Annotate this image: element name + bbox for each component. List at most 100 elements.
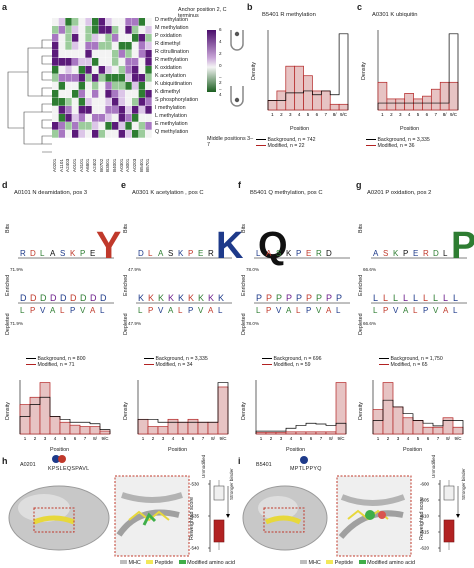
x-tick-label: 2 (390, 112, 393, 117)
legend-background: Background, n = 742 (256, 137, 315, 143)
logo-letter: K (178, 249, 184, 258)
panel-i-structure-legend: MHC Peptide Modified amino acid (300, 560, 415, 566)
panel-i-zoom-structure (336, 475, 412, 557)
x-tick-label: 5 (182, 436, 185, 441)
heatmap-cell (92, 26, 99, 34)
enriched-label: Enriched (123, 274, 129, 296)
heatmap-cell (72, 34, 79, 42)
heatmap-cell (78, 58, 86, 66)
logo-letter: A (158, 249, 164, 258)
enriched-letter: K (148, 293, 154, 303)
enriched-letter: D (20, 293, 27, 303)
enriched-letter: K (218, 293, 224, 303)
heatmap-cell (118, 74, 126, 82)
modified-bar (187, 418, 199, 435)
modified-bar (29, 396, 41, 435)
x-tick-label: 1 (260, 436, 263, 441)
heatmap-cell (72, 58, 79, 66)
enriched-letter: K (158, 293, 164, 303)
heatmap-cell (65, 74, 72, 82)
heatmap-row-label: R dimethyl (155, 41, 181, 47)
heatmap-cell (145, 114, 152, 122)
depleted-letter: L (413, 306, 418, 315)
heatmap-cell (78, 82, 86, 90)
logo-letter: K (216, 225, 244, 267)
bits-label: Bits (5, 224, 11, 233)
modified-bar (207, 421, 219, 435)
heatmap-cell (78, 74, 86, 82)
enriched-letter: P (276, 293, 282, 303)
panel-f-label: f (238, 180, 241, 190)
heatmap-col-label: A6801 (85, 158, 91, 172)
heatmap-cell (65, 50, 72, 58)
heatmap-cell (145, 82, 152, 90)
heatmap-cell (85, 34, 92, 42)
bits-label: Bits (123, 224, 129, 233)
depleted-letter: V (158, 306, 164, 315)
panel-c-xlabel: Position (400, 126, 420, 132)
modified-bar (432, 426, 444, 435)
heatmap-cell (78, 98, 86, 106)
depleted-letter: P (188, 306, 193, 315)
depleted-letter: A (50, 306, 56, 315)
heatmap-cell (52, 18, 59, 26)
background-line (137, 382, 229, 434)
heatmap-cell (58, 90, 66, 98)
heatmap-cell (138, 58, 146, 66)
x-tick-label: 1 (377, 436, 380, 441)
box-y-tick: -535 (190, 514, 200, 519)
heatmap-row-label: K dimethyl (155, 89, 181, 95)
heatmap-cell (125, 34, 132, 42)
heatmap-cell (105, 98, 112, 106)
enriched-letter: D (100, 293, 107, 303)
heatmap-col-label: A3101 (78, 158, 84, 172)
heatmap-cell (132, 50, 139, 58)
modified-box (443, 519, 455, 543)
logo-letter: S (60, 249, 65, 258)
enriched-label: Enriched (358, 274, 364, 296)
modified-bar (19, 404, 31, 435)
x-tick-label: 7 (202, 436, 205, 441)
modified-bar (177, 421, 189, 435)
enriched-letter: L (443, 293, 448, 303)
depleted-letter: L (218, 306, 223, 315)
heatmap-cell (132, 74, 139, 82)
x-tick-label: 4 (290, 436, 293, 441)
heatmap-cell (132, 122, 139, 130)
heatmap-cell (58, 82, 66, 90)
x-tick-label: 9/C (454, 436, 462, 441)
heatmap-cell (132, 98, 139, 106)
depleted-letter: L (336, 306, 341, 315)
enriched-letter: L (453, 293, 458, 303)
density-xlabel: Position (168, 447, 188, 453)
heatmap-cell (65, 122, 72, 130)
enriched-label: Enriched (5, 274, 11, 296)
heatmap-row-label: M methylation (155, 25, 189, 31)
modified-bar (452, 426, 464, 435)
enriched-letter: D (90, 293, 97, 303)
enriched-letter: K (188, 293, 194, 303)
background-line (372, 399, 464, 434)
enriched-letter: L (373, 293, 378, 303)
heatmap-cell (112, 130, 119, 138)
heatmap-cell (112, 42, 119, 50)
heatmap-cell (138, 90, 146, 98)
logo-letter: P (80, 249, 85, 258)
bits-label: Bits (241, 224, 247, 233)
heatmap-cell (98, 26, 106, 34)
heatmap-cell (72, 122, 79, 130)
panel-b-xlabel: Position (290, 126, 310, 132)
panel-c-ylabel: Density (361, 62, 367, 80)
modified-bar (295, 431, 307, 435)
logo-title: A0101 N deamidation, pos 3 (14, 190, 88, 196)
density-ylabel: Density (5, 402, 11, 420)
modified-bar (265, 432, 277, 435)
heatmap-cell (118, 58, 126, 66)
heatmap-cell (65, 114, 72, 122)
heatmap-cell (98, 42, 106, 50)
depleted-letter: P (306, 306, 311, 315)
x-tick-label: 6 (427, 436, 430, 441)
enriched-percent: 47.9% (128, 267, 142, 272)
heatmap-col-label: A2403 (65, 158, 71, 172)
